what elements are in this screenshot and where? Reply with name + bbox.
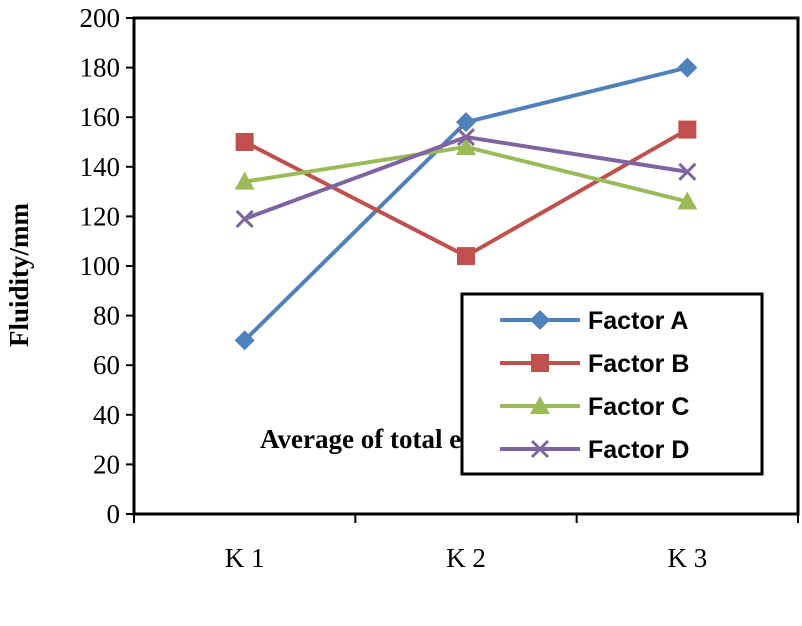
legend-item-factor-b: Factor B — [500, 350, 689, 378]
y-tick-label: 60 — [93, 350, 120, 380]
data-point-factor-b — [678, 120, 697, 139]
data-point-factor-b — [457, 247, 475, 266]
data-point-factor-a — [234, 330, 255, 351]
x-tick-label: K 2 — [446, 543, 486, 573]
data-point-factor-c — [677, 191, 698, 210]
data-point-factor-a — [677, 57, 698, 78]
y-tick-label: 140 — [80, 152, 121, 182]
x-axis-ticks: K 1 K 2 K 3 — [133, 514, 799, 573]
y-axis-ticks: 0 20 40 60 80 100 120 140 160 180 200 — [80, 3, 134, 529]
y-tick-label: 40 — [93, 400, 120, 430]
data-point-factor-c — [234, 171, 255, 190]
plot-area-frame — [132, 16, 800, 516]
data-point-factor-a — [456, 112, 476, 133]
legend-entries: Factor A Factor B Factor C Factor D — [500, 307, 689, 464]
y-tick-label: 80 — [93, 301, 120, 331]
legend-label: Factor B — [588, 350, 689, 378]
legend-item-factor-c: Factor C — [500, 393, 689, 421]
x-tick-label: K 3 — [667, 543, 707, 573]
legend-label: Factor A — [588, 307, 688, 335]
y-tick-label: 160 — [80, 102, 121, 132]
y-tick-label: 180 — [80, 53, 121, 83]
data-point-factor-b — [235, 133, 254, 151]
legend-marker-factor-a — [530, 310, 550, 330]
legend-item-factor-a: Factor A — [500, 307, 688, 335]
data-point-factor-d — [235, 209, 254, 228]
legend-label: Factor D — [588, 436, 689, 464]
data-point-factor-d — [456, 127, 476, 147]
legend-item-factor-d: Factor D — [500, 436, 689, 464]
data-point-factor-d — [678, 162, 697, 181]
series-layer — [234, 57, 698, 351]
data-point-factor-c — [456, 136, 476, 155]
legend-box — [460, 292, 764, 476]
y-axis-title: Fluidity/mm — [4, 202, 34, 347]
y-tick-label: 200 — [80, 3, 121, 33]
y-tick-label: 20 — [93, 449, 120, 479]
y-tick-label: 100 — [80, 251, 121, 281]
legend-marker-factor-d — [530, 439, 550, 459]
y-tick-label: 0 — [107, 499, 121, 529]
y-tick-label: 120 — [80, 201, 121, 231]
legend-label: Factor C — [588, 393, 689, 421]
legend-marker-factor-c — [530, 396, 550, 414]
x-tick-label: K 1 — [225, 543, 265, 573]
legend-marker-factor-b — [531, 354, 549, 372]
legend: Factor A Factor B Factor C Factor D — [460, 292, 764, 476]
